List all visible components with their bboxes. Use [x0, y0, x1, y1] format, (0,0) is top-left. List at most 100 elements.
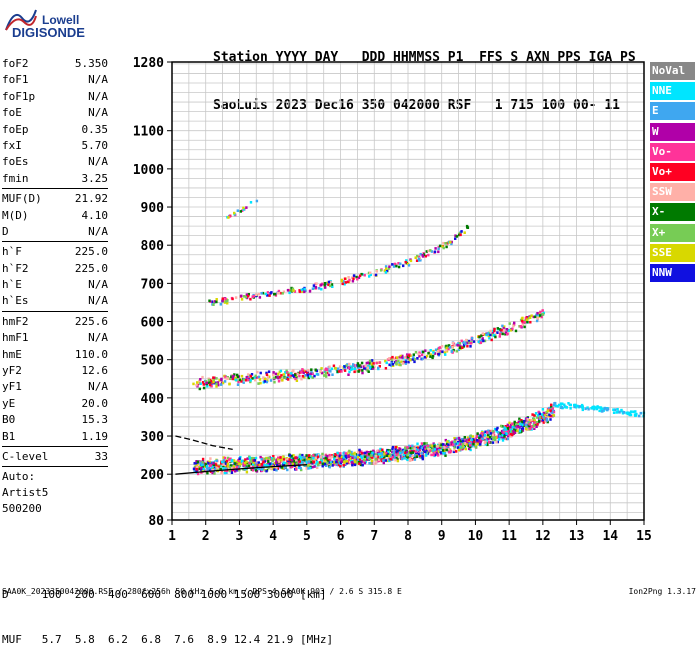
echo-point	[446, 440, 449, 443]
echo-point	[242, 295, 246, 298]
echo-point	[319, 369, 322, 373]
echo-point	[266, 294, 269, 297]
echo-point	[212, 461, 215, 465]
echo-point	[544, 419, 547, 423]
echo-point	[490, 437, 493, 441]
echo-point	[387, 457, 391, 461]
echo-point	[231, 375, 234, 379]
echo-point	[196, 381, 199, 384]
echo-point	[511, 425, 514, 429]
echo-point	[484, 430, 487, 434]
echo-point	[208, 383, 212, 386]
echo-point	[212, 379, 215, 382]
echo-point	[315, 453, 318, 457]
echo-point	[368, 461, 371, 465]
echo-point	[331, 285, 334, 288]
echo-point	[430, 250, 434, 253]
echo-point	[335, 456, 338, 459]
echo-point	[511, 433, 514, 437]
echo-point	[255, 293, 258, 296]
echo-point	[327, 461, 330, 464]
echo-point	[301, 375, 305, 378]
echo-point	[504, 428, 508, 431]
echo-point	[493, 329, 496, 333]
echo-point	[361, 463, 364, 467]
legend-item-vo: Vo+	[650, 162, 695, 181]
echo-point	[402, 449, 406, 453]
echo-point	[427, 249, 430, 253]
echo-point	[224, 300, 228, 303]
echo-point	[336, 451, 339, 455]
echo-point	[231, 297, 234, 301]
param-separator	[2, 188, 108, 190]
echo-point	[513, 420, 516, 424]
echo-point	[355, 460, 358, 464]
echo-point	[320, 371, 324, 375]
echo-point	[419, 258, 422, 262]
param-row-g3-0: h`F 225.0	[2, 244, 108, 260]
echo-point	[368, 275, 371, 278]
echo-point	[467, 444, 470, 448]
echo-point	[451, 345, 454, 349]
echo-point	[414, 454, 417, 457]
echo-point	[429, 353, 432, 356]
echo-point	[504, 331, 508, 334]
echo-point	[377, 452, 380, 456]
echo-point	[455, 437, 458, 440]
echo-point	[249, 379, 252, 382]
echo-point	[479, 434, 482, 437]
echo-point	[592, 407, 596, 410]
echo-point	[220, 464, 223, 468]
echo-point	[265, 464, 268, 467]
echo-point	[465, 443, 468, 446]
echo-point	[330, 367, 333, 371]
echo-point	[541, 419, 545, 422]
echo-point	[388, 357, 391, 360]
echo-point	[494, 436, 498, 439]
echo-point	[310, 368, 313, 371]
echo-point	[258, 296, 262, 299]
echo-point	[438, 346, 441, 350]
echo-point	[437, 352, 440, 356]
echo-point	[433, 444, 436, 448]
echo-point	[453, 440, 457, 443]
echo-point	[236, 373, 239, 377]
echo-point	[249, 374, 252, 378]
echo-point	[372, 449, 375, 453]
echo-point	[422, 350, 425, 354]
echo-point	[441, 449, 445, 452]
param-label: h`Es	[2, 294, 29, 308]
echo-point	[387, 450, 390, 454]
echo-point	[406, 446, 409, 449]
echo-point	[229, 457, 232, 461]
echo-point	[626, 412, 629, 415]
echo-point	[220, 377, 223, 381]
echo-point	[220, 460, 224, 464]
echo-point	[513, 428, 516, 432]
echo-point	[436, 445, 439, 448]
echo-point	[457, 446, 460, 450]
echo-point	[340, 279, 343, 283]
echo-point	[581, 408, 584, 412]
echo-point	[289, 375, 292, 379]
echo-point	[284, 465, 287, 469]
echo-point	[295, 462, 298, 466]
echo-point	[519, 325, 522, 328]
echo-point	[388, 363, 391, 367]
echo-point	[598, 409, 601, 413]
echo-point	[428, 449, 431, 453]
echo-point	[324, 286, 327, 289]
echo-point	[319, 461, 322, 464]
echo-point	[371, 451, 374, 455]
echo-point	[443, 452, 447, 455]
echo-point	[365, 361, 368, 365]
echo-point	[435, 444, 438, 448]
echo-point	[500, 429, 504, 433]
echo-point	[470, 444, 474, 447]
echo-point	[292, 454, 295, 457]
echo-point	[405, 455, 409, 458]
echo-point	[537, 410, 540, 414]
echo-point	[536, 414, 540, 417]
echo-point	[484, 440, 487, 444]
echo-point	[449, 240, 452, 244]
